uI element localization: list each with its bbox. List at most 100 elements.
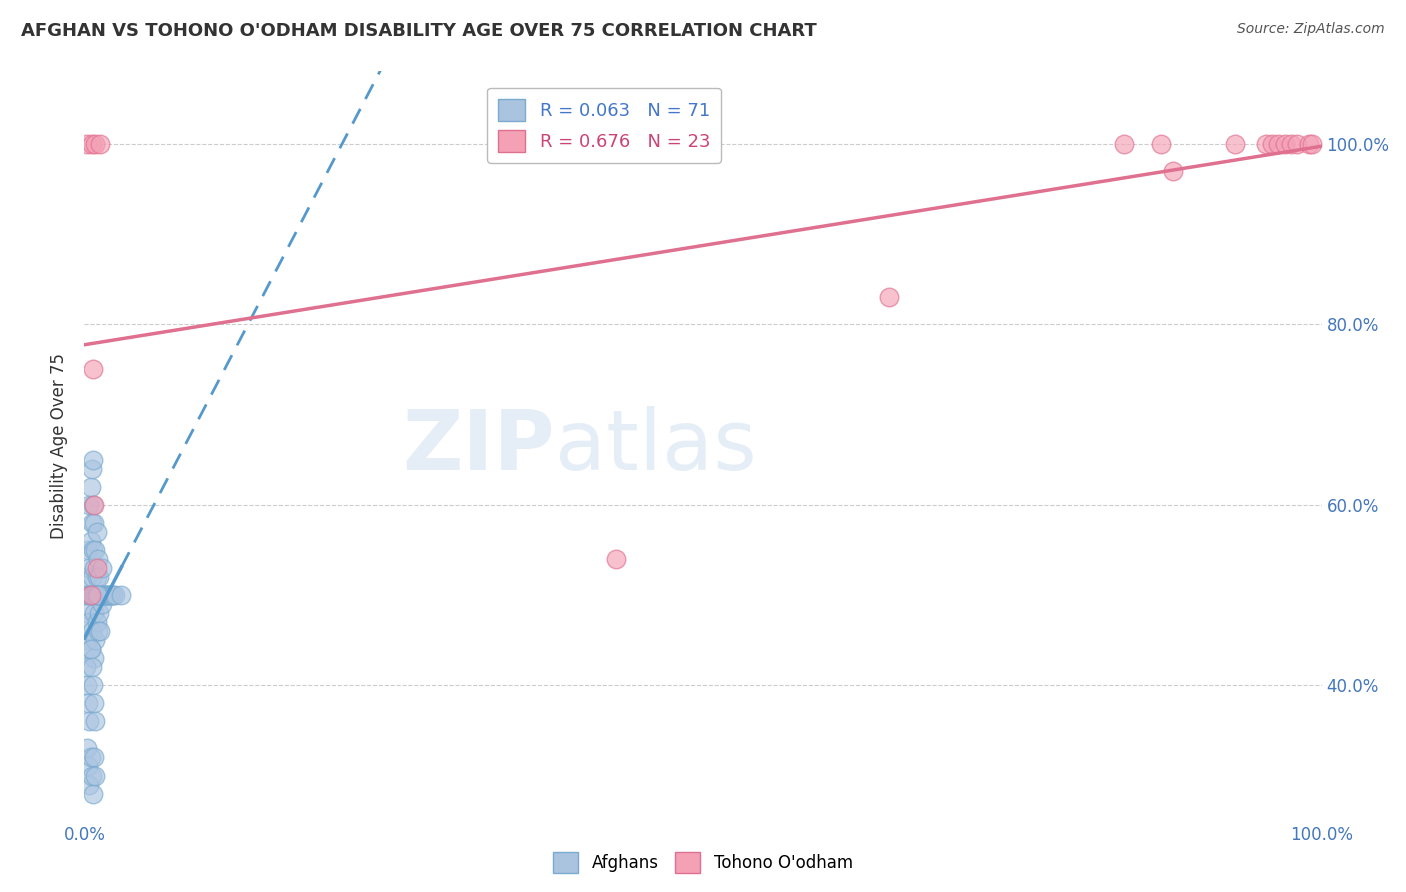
Point [89,570,111,584]
Point [79,533,101,548]
Point [79,750,101,764]
Point [77,696,100,710]
Point [84,588,107,602]
Point [87,588,110,602]
Point [1150,136,1173,151]
Text: atlas: atlas [554,406,756,486]
Point [82,498,104,512]
Point [1279,136,1302,151]
Point [84,768,107,782]
Point [1261,136,1284,151]
Point [77,759,100,773]
Point [97,588,120,602]
Point [79,588,101,602]
Point [86,588,108,602]
Point [679,136,702,151]
Point [76,570,98,584]
Point [79,642,101,657]
Legend: R = 0.063   N = 71, R = 0.676   N = 23: R = 0.063 N = 71, R = 0.676 N = 23 [486,88,721,162]
Point [79,642,101,657]
Point [86,561,108,575]
Point [77,633,100,648]
Point [1223,136,1246,151]
Point [1298,136,1320,151]
Point [82,588,104,602]
Point [82,362,104,376]
Point [83,561,105,575]
Point [86,588,108,602]
Point [83,516,105,530]
Legend: Afghans, Tohono O'odham: Afghans, Tohono O'odham [547,846,859,880]
Point [83,651,105,665]
Point [1112,136,1135,151]
Point [79,498,101,512]
Point [1301,136,1323,151]
Point [82,678,104,692]
Point [80,660,103,674]
Point [96,588,118,602]
Point [82,787,104,801]
Point [76,741,98,756]
Point [93,588,115,602]
Point [1274,136,1296,151]
Point [79,778,101,792]
Point [79,480,101,494]
Point [83,750,105,764]
Point [84,714,107,729]
Point [80,624,103,638]
Point [83,498,105,512]
Point [101,588,124,602]
Point [80,461,103,475]
Point [89,136,111,151]
Point [91,588,114,602]
Point [1254,136,1277,151]
Point [82,542,104,557]
Point [87,624,110,638]
Point [98,588,121,602]
Point [1161,163,1184,178]
Point [90,597,112,611]
Point [75,660,97,674]
Point [87,552,110,566]
Point [80,136,103,151]
Point [76,136,98,151]
Y-axis label: Disability Age Over 75: Disability Age Over 75 [51,353,69,539]
Text: AFGHAN VS TOHONO O'ODHAM DISABILITY AGE OVER 75 CORRELATION CHART: AFGHAN VS TOHONO O'ODHAM DISABILITY AGE … [21,22,817,40]
Point [86,524,108,539]
Point [94,588,117,602]
Point [83,696,105,710]
Point [76,678,98,692]
Point [90,561,112,575]
Point [80,570,103,584]
Point [82,452,104,467]
Text: ZIP: ZIP [402,406,554,486]
Point [98,588,121,602]
Point [80,516,103,530]
Point [877,290,900,304]
Point [605,552,627,566]
Point [77,542,100,557]
Point [110,588,132,602]
Point [75,588,97,602]
Point [79,561,101,575]
Point [84,633,107,648]
Point [76,606,98,620]
Point [84,136,107,151]
Text: Source: ZipAtlas.com: Source: ZipAtlas.com [1237,22,1385,37]
Point [80,768,103,782]
Point [77,588,100,602]
Point [83,606,105,620]
Point [79,588,101,602]
Point [89,588,111,602]
Point [89,624,111,638]
Point [84,542,107,557]
Point [100,588,122,602]
Point [86,615,108,629]
Point [79,714,101,729]
Point [1267,136,1289,151]
Point [1285,136,1308,151]
Point [86,570,108,584]
Point [87,588,110,602]
Point [104,588,127,602]
Point [79,615,101,629]
